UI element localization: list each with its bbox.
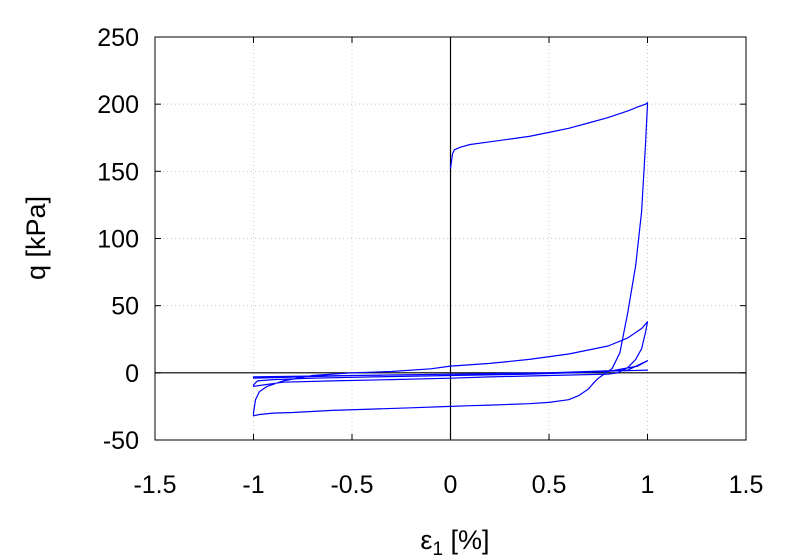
y-tick-labels: -50 0 50 100 150 200 250 (97, 24, 139, 455)
x-tick-label: 0 (444, 471, 458, 499)
x-tick-label: 1 (641, 471, 655, 499)
data-series (252, 102, 649, 417)
y-tick-label: -50 (103, 427, 139, 455)
x-axis-label: ε1 [%] (420, 525, 489, 560)
x-axis-label-subscript: 1 (432, 539, 443, 560)
x-tick-label: -1 (242, 471, 264, 499)
series-line (252, 102, 649, 417)
x-tick-label: -1.5 (133, 471, 176, 499)
x-tick-label: 0.5 (532, 471, 567, 499)
zero-lines (155, 37, 746, 440)
y-tick-label: 200 (97, 91, 139, 119)
ticks (154, 36, 747, 441)
x-tick-label: -0.5 (330, 471, 373, 499)
x-axis-label-main: ε (420, 525, 432, 555)
y-tick-label: 0 (125, 360, 139, 388)
y-axis-label: q [kPa] (21, 196, 51, 280)
x-tick-label: 1.5 (729, 471, 764, 499)
x-tick-labels: -1.5 -1 -0.5 0 0.5 1 1.5 (133, 471, 763, 499)
x-axis-label-unit: [%] (443, 525, 490, 555)
y-tick-label: 50 (111, 293, 139, 321)
y-tick-label: 250 (97, 24, 139, 52)
y-tick-label: 100 (97, 226, 139, 254)
y-tick-label: 150 (97, 158, 139, 186)
